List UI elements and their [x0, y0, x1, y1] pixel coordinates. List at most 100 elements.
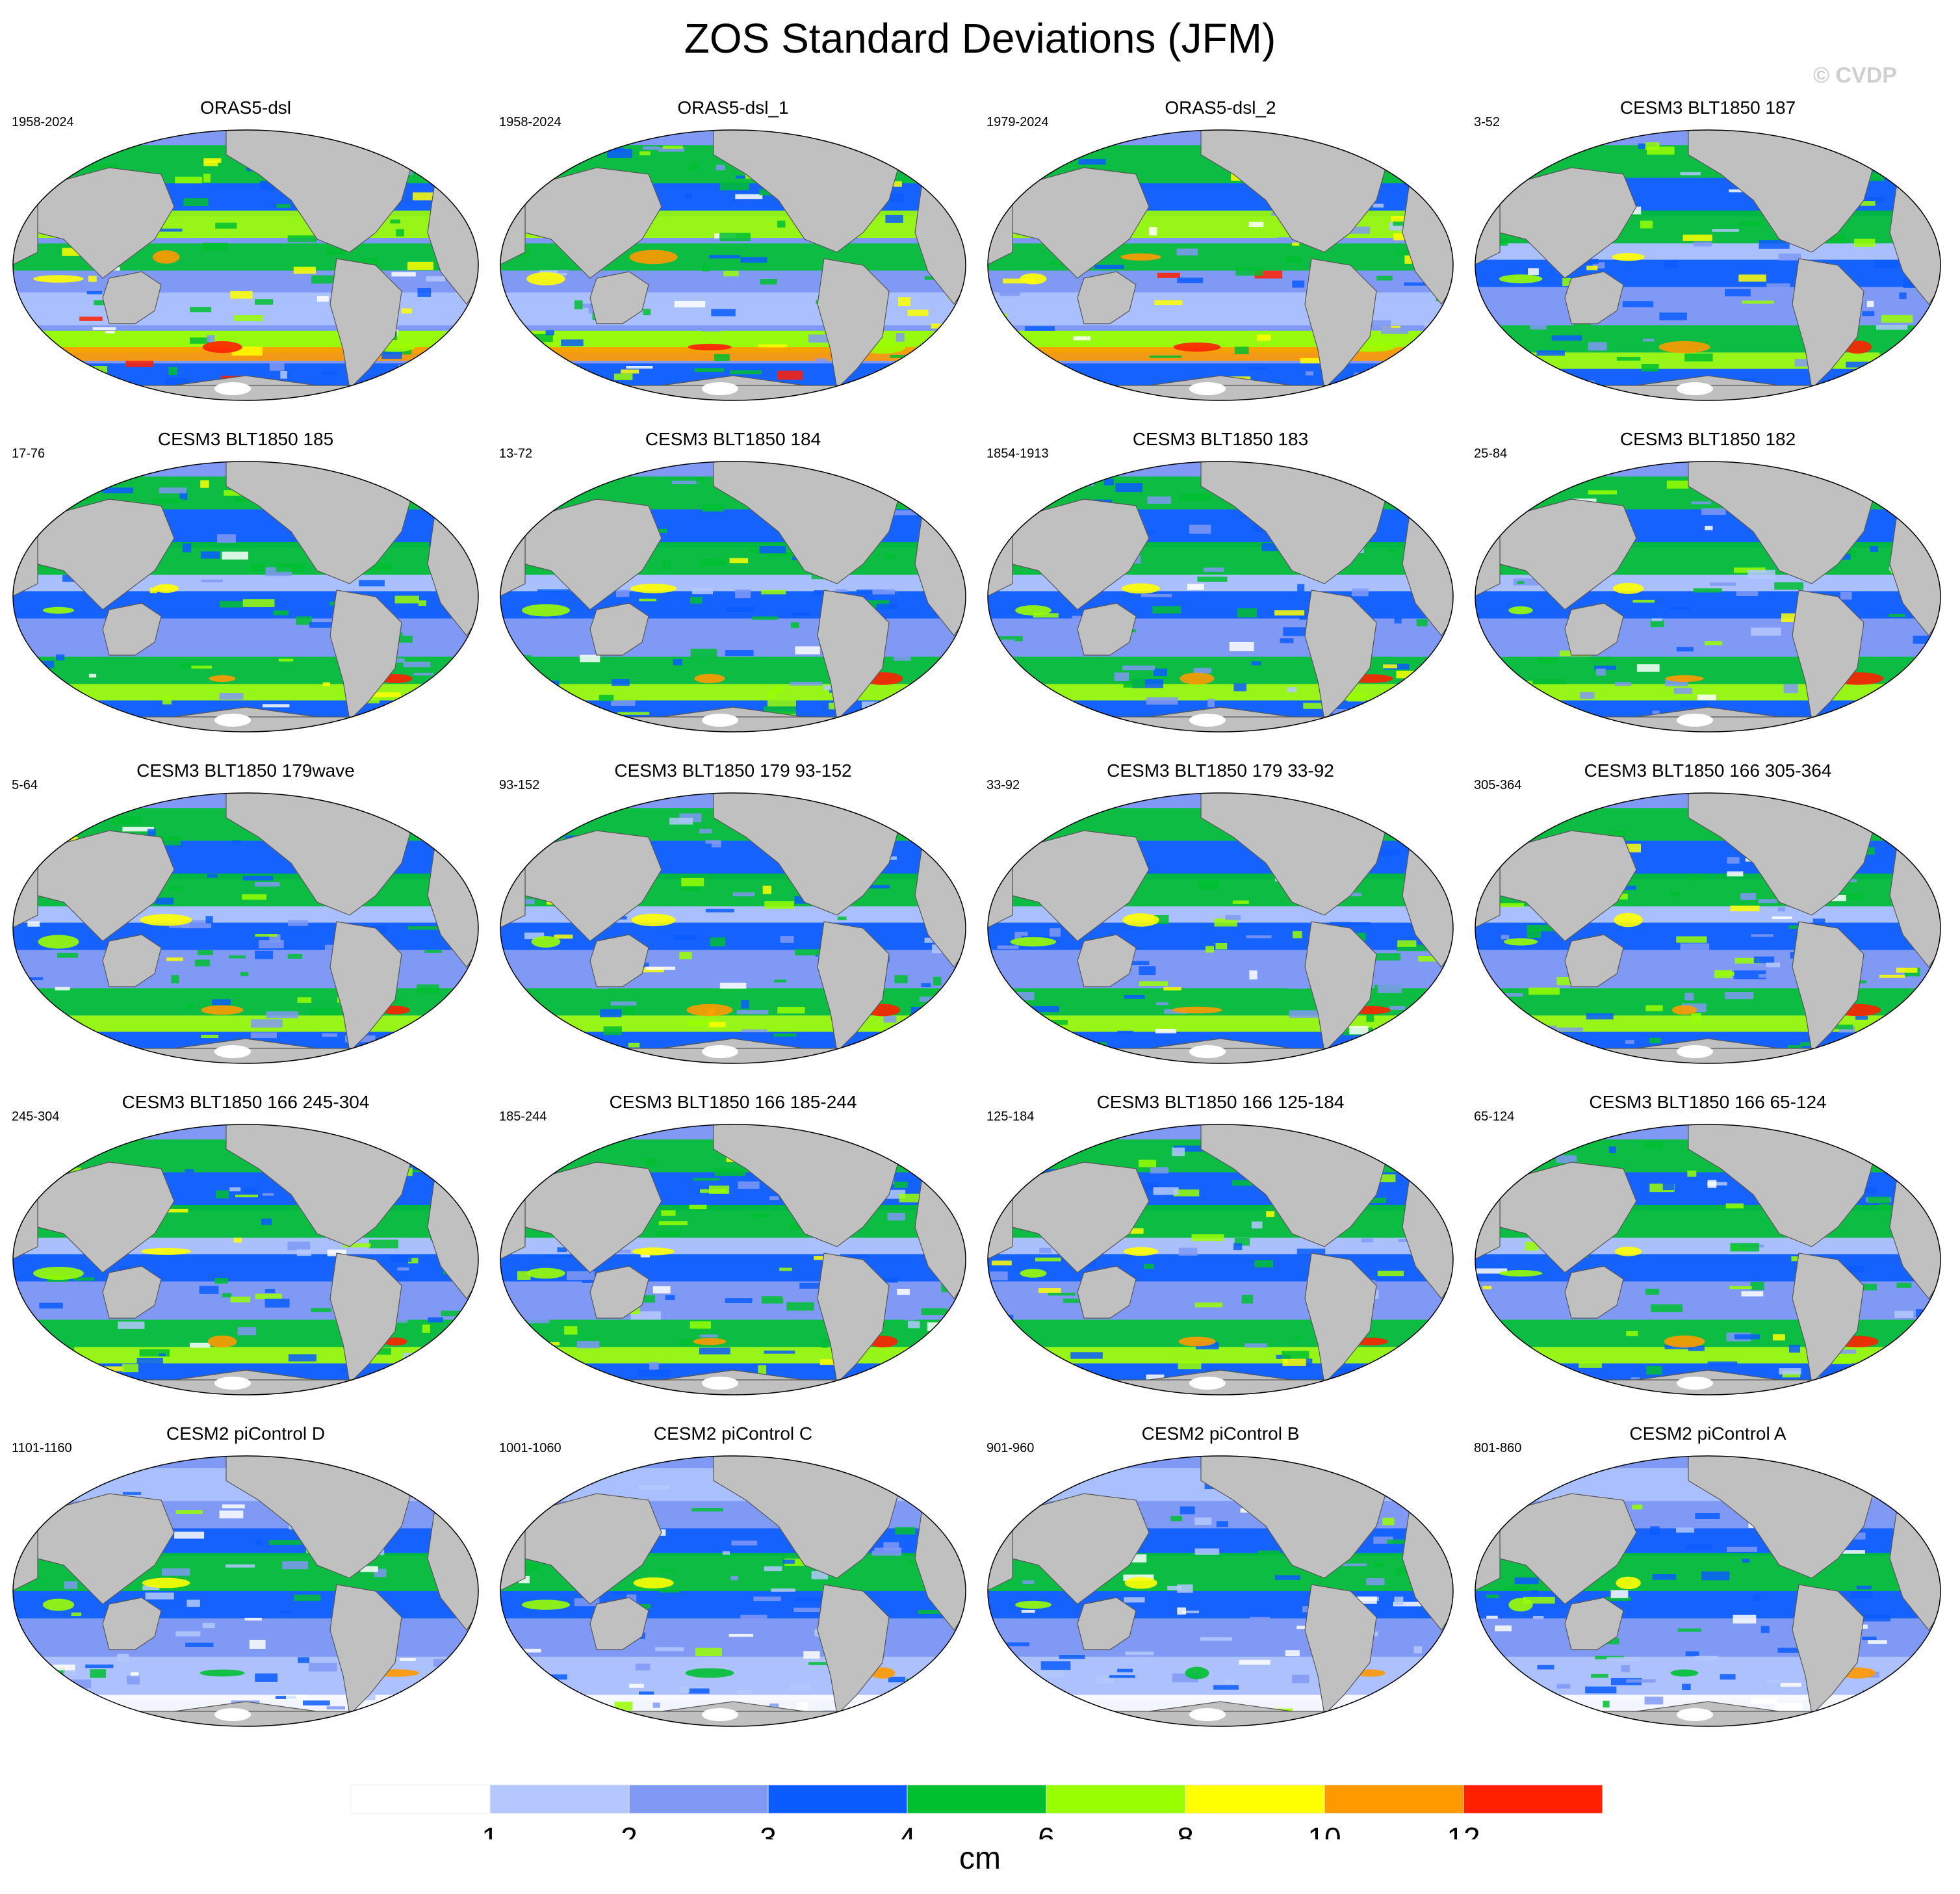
sd-patch [1437, 1182, 1447, 1187]
sd-patch [808, 334, 828, 343]
sd-patch [1622, 301, 1654, 307]
map-panel: ORAS5-dsl 1958-2024 [5, 96, 486, 402]
sd-patch [1165, 1633, 1179, 1637]
sd-patch [287, 953, 303, 959]
sd-patch [534, 387, 545, 391]
sd-patch [1777, 1648, 1809, 1653]
sd-patch [67, 1481, 99, 1488]
ice-shelf [214, 1045, 251, 1058]
sd-patch [938, 1329, 947, 1332]
sd-patch [603, 1026, 622, 1035]
sd-patch [886, 181, 902, 187]
sd-patch [79, 1368, 88, 1372]
sd-patch [199, 1286, 219, 1294]
sd-patch [761, 1296, 784, 1304]
sd-patch [342, 1243, 371, 1248]
sd-patch [1181, 1610, 1200, 1614]
sd-patch [55, 987, 70, 991]
sd-patch [412, 1150, 442, 1156]
sd-patch [1588, 656, 1612, 661]
panel-year-range: 1101-1160 [12, 1441, 72, 1455]
sd-patch [471, 172, 478, 181]
map-panel: CESM3 BLT1850 184 13-72 [493, 428, 974, 733]
sd-patch [1573, 322, 1592, 326]
sd-patch [1861, 201, 1876, 206]
map-outline [1475, 129, 1941, 401]
landmass [37, 1161, 175, 1273]
sd-patch [1650, 620, 1664, 628]
landmass [1304, 258, 1377, 390]
sd-patch [1025, 359, 1037, 363]
sd-patch [1684, 992, 1694, 1001]
sd-patch [1812, 918, 1825, 924]
sd-patch [322, 682, 331, 686]
sd-patch [432, 824, 441, 831]
sd-patch [1846, 361, 1872, 368]
sd-patch [701, 265, 710, 272]
landmass [1792, 1584, 1864, 1716]
panel-title: CESM3 BLT1850 166 125-184 [1096, 1092, 1345, 1112]
sd-patch [1215, 943, 1228, 950]
sd-patch [166, 1208, 188, 1213]
sd-patch [448, 1510, 478, 1514]
landmass [1564, 934, 1624, 987]
sd-patch [1838, 1026, 1855, 1033]
sd-patch [1139, 981, 1168, 986]
colorbar-swatch [907, 1784, 1047, 1814]
sd-patch [1194, 1517, 1212, 1525]
panel-year-range: 1958-2024 [499, 115, 561, 129]
map-panel: ORAS5-dsl_2 1979-2024 [980, 96, 1461, 402]
sd-patch [1436, 864, 1453, 871]
panel-title: ORAS5-dsl [200, 97, 292, 118]
sd-patch [1532, 1616, 1544, 1619]
sd-patch [1603, 1700, 1610, 1708]
sd-patch [506, 989, 520, 994]
sd-hotspot [1015, 605, 1051, 616]
sd-patch [1339, 922, 1371, 926]
map-outline [500, 1124, 966, 1395]
sd-patch [1879, 1203, 1889, 1211]
sd-patch [102, 487, 133, 493]
sd-patch [674, 301, 706, 307]
sd-patch [212, 999, 231, 1005]
sd-patch [1394, 1596, 1404, 1605]
sd-patch [17, 1379, 27, 1386]
landmass [329, 1252, 402, 1384]
sd-patch [1400, 699, 1423, 705]
map-panel: CESM3 BLT1850 179wave 5-64 [5, 759, 486, 1065]
map-outline [12, 129, 479, 401]
sd-patch [1154, 300, 1183, 305]
sd-patch [1916, 1309, 1923, 1317]
sd-patch [545, 1342, 560, 1345]
sd-patch [175, 176, 203, 184]
sd-patch [574, 300, 583, 309]
sd-patch [957, 824, 964, 830]
sd-hotspot [1616, 1576, 1641, 1590]
sd-patch [933, 497, 946, 506]
sd-patch [275, 1696, 297, 1699]
sd-patch [1021, 1610, 1035, 1613]
sd-patch [711, 309, 736, 317]
sd-patch [1360, 149, 1391, 157]
sd-patch [725, 1298, 753, 1303]
sd-patch [927, 1322, 946, 1331]
sd-patch [955, 540, 966, 543]
sd-patch [1153, 1187, 1179, 1195]
sd-patch [1195, 1342, 1219, 1350]
map-field [988, 1124, 1453, 1395]
sd-patch [131, 1672, 139, 1678]
sd-patch [442, 505, 462, 513]
sd-band [13, 950, 478, 983]
sd-patch [1870, 546, 1878, 552]
sd-patch [738, 1181, 760, 1189]
sd-patch [269, 363, 285, 371]
sd-patch [1847, 550, 1856, 558]
sd-patch [1577, 1377, 1586, 1382]
sd-patch [1860, 196, 1886, 202]
sd-patch [1370, 953, 1400, 961]
sd-patch [1876, 324, 1908, 330]
ice-shelf [1677, 382, 1713, 395]
sd-patch [391, 272, 416, 277]
sd-patch [767, 700, 796, 707]
sd-patch [430, 1352, 452, 1359]
